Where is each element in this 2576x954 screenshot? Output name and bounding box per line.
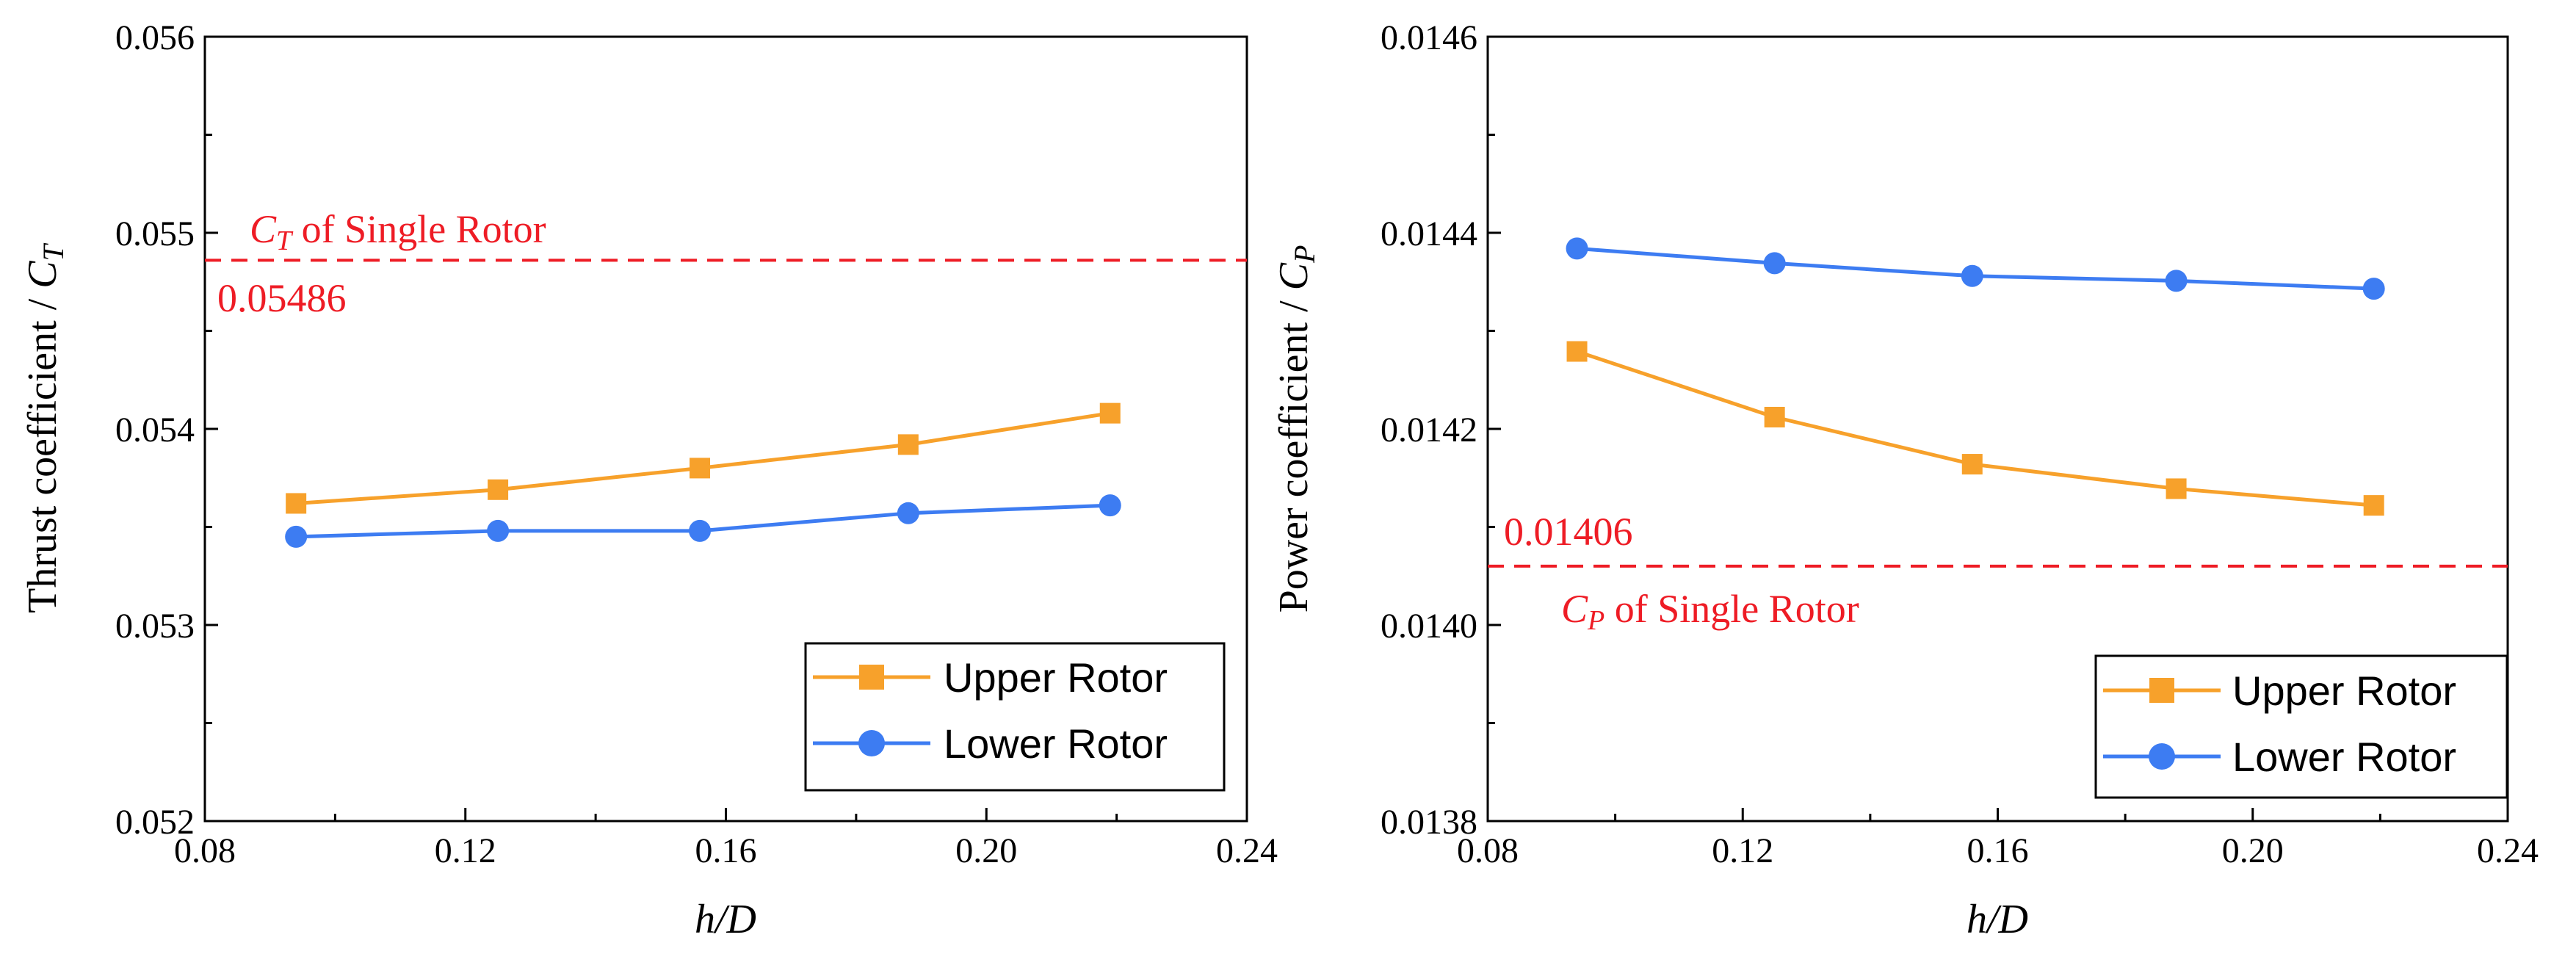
y-tick-label: 0.0142 bbox=[1381, 411, 1477, 449]
x-axis: 0.08 0.12 0.16 0.20 0.24 bbox=[1457, 808, 2539, 870]
data-point-square bbox=[1764, 406, 1785, 427]
reference-label: CT of Single Rotor bbox=[250, 207, 546, 256]
x-tick-label: 0.20 bbox=[2222, 831, 2284, 870]
y-tick-label: 0.0138 bbox=[1381, 803, 1477, 842]
x-tick-label: 0.20 bbox=[955, 831, 1017, 870]
data-point-square bbox=[2363, 495, 2384, 516]
y-tick-label: 0.0144 bbox=[1381, 214, 1477, 253]
series-line-upper-rotor bbox=[1576, 350, 2374, 507]
data-point-square bbox=[286, 493, 307, 514]
x-tick-label: 0.16 bbox=[695, 831, 757, 870]
y-tick-label: 0.055 bbox=[115, 214, 195, 253]
series-layer bbox=[1566, 237, 2385, 516]
y-tick-label: 0.056 bbox=[115, 18, 195, 57]
legend: Upper Rotor Lower Rotor bbox=[804, 642, 1226, 792]
data-point-square bbox=[1099, 402, 1121, 424]
series-layer bbox=[285, 402, 1121, 548]
data-point-circle bbox=[1763, 252, 1786, 275]
reference-value-label: 0.01406 bbox=[1504, 510, 1633, 554]
reference-value-label: 0.05486 bbox=[217, 276, 347, 320]
x-tick-label: 0.08 bbox=[1457, 831, 1519, 870]
x-tick-label: 0.12 bbox=[1712, 831, 1773, 870]
data-point-square bbox=[1566, 341, 1588, 362]
legend-label-upper: Upper Rotor bbox=[2232, 668, 2456, 714]
data-point-square bbox=[690, 458, 711, 479]
x-tick-label: 0.08 bbox=[174, 831, 236, 870]
data-point-square bbox=[897, 434, 919, 455]
x-tick-label: 0.24 bbox=[1216, 831, 1278, 870]
y-axis-title-prefix: Thrust coefficient / bbox=[20, 289, 65, 613]
legend-marker-circle bbox=[858, 730, 885, 756]
data-point-circle bbox=[1961, 264, 1983, 287]
data-point-circle bbox=[897, 502, 919, 524]
reference-subscript: T bbox=[276, 225, 294, 256]
y-axis-title-symbol: C bbox=[1271, 262, 1317, 290]
data-point-square bbox=[1961, 454, 1983, 475]
x-axis-title: h/D bbox=[1967, 897, 2028, 942]
y-tick-label: 0.054 bbox=[115, 411, 195, 449]
y-axis-title: Power coefficient / CP bbox=[1271, 245, 1321, 613]
legend: Upper Rotor Lower Rotor bbox=[2094, 654, 2508, 799]
data-point-circle bbox=[1566, 237, 1588, 260]
x-axis-title: h/D bbox=[695, 897, 756, 942]
y-tick-label: 0.053 bbox=[115, 607, 195, 646]
reference-text: of Single Rotor bbox=[292, 207, 546, 251]
data-point-circle bbox=[487, 519, 510, 542]
legend-marker-square bbox=[2149, 678, 2174, 703]
reference-text: of Single Rotor bbox=[1604, 587, 1859, 631]
y-tick-label: 0.0140 bbox=[1381, 607, 1477, 646]
data-point-circle bbox=[1099, 494, 1121, 517]
x-tick-label: 0.12 bbox=[435, 831, 496, 870]
y-axis-title-subscript: T bbox=[37, 242, 70, 261]
legend-marker-circle bbox=[2149, 743, 2175, 770]
data-point-square bbox=[2166, 478, 2187, 499]
reference-symbol: C bbox=[250, 207, 277, 251]
data-point-circle bbox=[689, 519, 712, 542]
y-tick-label: 0.052 bbox=[115, 803, 195, 842]
reference-subscript: P bbox=[1587, 605, 1604, 636]
legend-label-upper: Upper Rotor bbox=[944, 654, 1168, 701]
y-axis-title-subscript: P bbox=[1288, 245, 1321, 264]
data-point-circle bbox=[285, 525, 308, 548]
y-axis: 0.0138 0.0140 0.0142 0.0144 0.0146 bbox=[1381, 18, 1501, 842]
x-axis: 0.08 0.12 0.16 0.20 0.24 bbox=[174, 808, 1278, 870]
legend-marker-square bbox=[859, 665, 884, 690]
data-point-circle bbox=[2165, 270, 2188, 292]
reference-label: CP of Single Rotor bbox=[1561, 587, 1859, 636]
thrust-chart: 0.08 0.12 0.16 0.20 0.24 0.0520.0530.0540.05… bbox=[20, 18, 1278, 942]
legend-label-lower: Lower Rotor bbox=[944, 720, 1168, 767]
x-tick-label: 0.24 bbox=[2477, 831, 2539, 870]
y-axis-title: Thrust coefficient / CT bbox=[20, 242, 70, 613]
data-point-circle bbox=[2362, 278, 2385, 300]
y-axis: 0.052 0.053 0.054 0.055 0.056 bbox=[115, 18, 218, 842]
y-tick-label: 0.0146 bbox=[1381, 18, 1477, 57]
reference-symbol: C bbox=[1561, 587, 1588, 631]
data-point-square bbox=[488, 479, 509, 500]
y-axis-title-symbol: C bbox=[20, 261, 65, 289]
y-axis-title-prefix: Power coefficient / bbox=[1271, 290, 1317, 612]
power-chart: 0.08 0.12 0.16 0.20 0.24 0.01380.01400.01420… bbox=[1271, 18, 2539, 942]
legend-label-lower: Lower Rotor bbox=[2232, 734, 2456, 780]
x-tick-label: 0.16 bbox=[1967, 831, 2029, 870]
